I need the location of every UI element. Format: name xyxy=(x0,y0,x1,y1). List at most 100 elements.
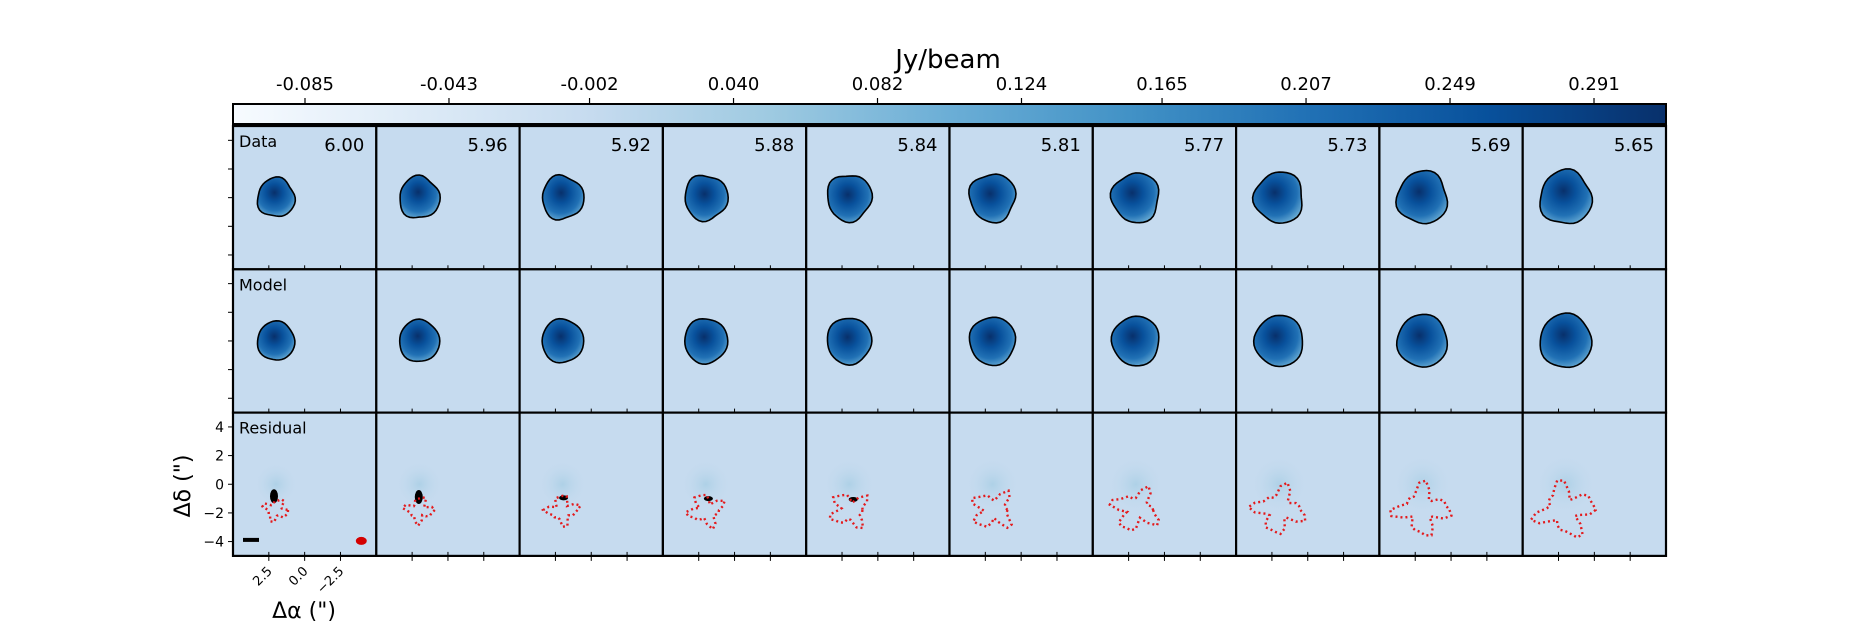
channel-label: 5.77 xyxy=(1184,135,1224,156)
y-tick-label: 0 xyxy=(215,477,224,493)
panel-residual-3 xyxy=(661,411,808,558)
colorbar-tick-label: 0.040 xyxy=(708,74,760,95)
emission-blob xyxy=(1111,316,1159,366)
contour xyxy=(541,173,585,221)
panel-residual-1 xyxy=(375,411,521,558)
contour xyxy=(1539,312,1593,369)
emission-blob xyxy=(257,320,295,360)
panel-data-9: 5.65 xyxy=(1521,124,1668,271)
residual-ring xyxy=(1534,453,1597,516)
residual-ring xyxy=(1107,455,1165,513)
contour xyxy=(1251,171,1303,225)
contour xyxy=(968,316,1017,367)
beam-ellipse xyxy=(355,536,367,545)
residual-ring xyxy=(537,459,588,510)
colorbar-tick-label: 0.249 xyxy=(1424,74,1476,95)
negative-residual-contour xyxy=(828,493,869,530)
channel-label: 5.96 xyxy=(468,135,508,156)
emission-blob xyxy=(542,318,584,363)
contour xyxy=(398,318,441,363)
contour xyxy=(683,317,729,366)
emission-blob xyxy=(1396,314,1448,368)
contour xyxy=(399,174,442,219)
panel-background xyxy=(376,269,520,413)
positive-residual-contour xyxy=(414,490,423,505)
channel-panels: 6.00 Data 5.96 5.92 5.88 5.84 5.81 5.77 5.73 5.69… xyxy=(231,124,1668,558)
panel-data-6: 5.77 xyxy=(1091,124,1238,271)
residual-ring xyxy=(822,457,876,511)
panel-residual-4 xyxy=(805,411,951,558)
contour xyxy=(1252,314,1304,368)
contour xyxy=(1539,168,1594,225)
panel-residual-0: Residual xyxy=(231,411,378,558)
emission-blob xyxy=(1395,170,1448,224)
channel-label: 5.65 xyxy=(1614,135,1654,156)
negative-residual-contour xyxy=(1108,484,1161,532)
panel-data-8: 5.69 xyxy=(1378,124,1524,271)
channel-label: 5.81 xyxy=(1041,135,1081,156)
residual-ring xyxy=(1392,454,1453,515)
panel-model-4 xyxy=(805,268,951,414)
contour xyxy=(1395,169,1449,225)
colorbar-tick-label: -0.002 xyxy=(561,74,619,95)
panel-data-4: 5.84 xyxy=(805,124,951,271)
colorbar-tick-label: 0.082 xyxy=(852,74,904,95)
row-label: Residual xyxy=(239,419,307,438)
contour xyxy=(1110,315,1160,367)
colorbar-tick-label: -0.085 xyxy=(276,74,334,95)
panel-data-3: 5.88 xyxy=(661,124,808,271)
emission-blob xyxy=(1252,172,1302,224)
colorbar-tick-label: 0.165 xyxy=(1136,74,1188,95)
panel-model-3 xyxy=(661,268,808,414)
channel-label: 5.69 xyxy=(1471,135,1511,156)
emission-blob xyxy=(1253,315,1303,367)
panel-background xyxy=(233,126,377,270)
colorbar-tick-label: 0.291 xyxy=(1568,74,1620,95)
residual-ring xyxy=(1249,455,1309,514)
y-tick-label: −4 xyxy=(203,535,224,551)
panel-data-0: 6.00 Data xyxy=(231,124,378,271)
x-tick-label: 0.0 xyxy=(286,564,311,589)
negative-residual-contour xyxy=(260,497,290,524)
panel-model-1 xyxy=(375,268,521,414)
x-axis-label: Δα (") xyxy=(272,599,336,624)
emission-blob xyxy=(968,174,1016,223)
panel-residual-8 xyxy=(1378,411,1524,558)
residual-ring xyxy=(253,461,299,507)
channel-label: 5.84 xyxy=(897,135,937,156)
negative-residual-contour xyxy=(400,496,437,528)
positive-residual-contour xyxy=(703,496,713,502)
negative-residual-contour xyxy=(540,494,583,529)
panel-data-5: 5.81 xyxy=(948,124,1094,271)
emission-blob xyxy=(684,318,728,365)
row-label: Data xyxy=(239,132,277,151)
emission-blob xyxy=(399,319,440,362)
contour xyxy=(826,175,874,224)
contour xyxy=(968,173,1017,224)
colorbar-ticks: -0.085 -0.043 -0.002 0.040 0.082 0.124 0.165 0.… xyxy=(276,74,1620,104)
panel-model-6 xyxy=(1091,268,1238,414)
panel-residual-5 xyxy=(948,411,1094,558)
panel-background xyxy=(519,269,663,413)
negative-residual-contour xyxy=(970,489,1014,530)
channel-label: 6.00 xyxy=(324,135,364,156)
colorbar-tick-label: 0.207 xyxy=(1280,74,1332,95)
contour xyxy=(1109,172,1160,224)
x-tick-label: −2.5 xyxy=(314,564,347,597)
channel-label: 5.88 xyxy=(754,135,794,156)
colorbar-label: Jy/beam xyxy=(893,45,1001,75)
contour xyxy=(256,319,296,361)
y-axis: 4 2 0 −2 −4 xyxy=(203,139,233,551)
panel-model-5 xyxy=(948,268,1094,414)
panel-residual-2 xyxy=(518,411,664,558)
panel-model-8 xyxy=(1378,268,1524,414)
scale-bar xyxy=(243,537,259,542)
y-tick-label: 2 xyxy=(215,449,224,465)
contour xyxy=(826,317,873,367)
contour xyxy=(1395,313,1449,368)
residual-ring xyxy=(680,458,732,511)
emission-blob xyxy=(827,318,872,366)
residual-ring xyxy=(964,456,1021,512)
panel-data-7: 5.73 xyxy=(1234,124,1381,271)
